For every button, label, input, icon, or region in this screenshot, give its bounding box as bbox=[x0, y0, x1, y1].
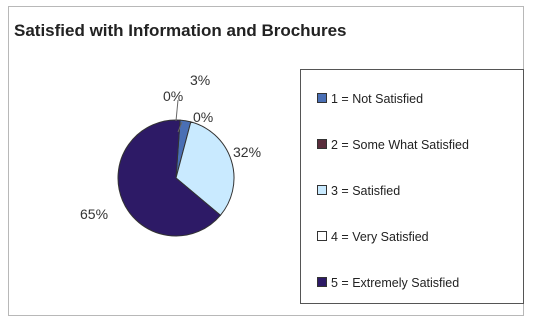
data-label-4: 0% bbox=[163, 88, 183, 104]
legend-swatch-1 bbox=[317, 93, 327, 103]
leader-line-1 bbox=[177, 121, 183, 133]
chart-title: Satisfied with Information and Brochures bbox=[14, 21, 347, 40]
data-label-2: 0% bbox=[193, 109, 213, 125]
legend-label-5: 5 = Extremely Satisfied bbox=[331, 276, 460, 290]
legend: 1 = Not Satisfied 2 = Some What Satisfie… bbox=[300, 69, 524, 304]
data-label-3: 32% bbox=[233, 144, 261, 160]
legend-swatch-4 bbox=[317, 231, 327, 241]
legend-item-5: 5 = Extremely Satisfied bbox=[317, 276, 459, 290]
data-label-5: 65% bbox=[80, 206, 108, 222]
pie-slice-5 bbox=[117, 119, 222, 237]
pie-slice-3 bbox=[175, 121, 235, 216]
legend-item-3: 3 = Satisfied bbox=[317, 184, 400, 198]
legend-item-4: 4 = Very Satisfied bbox=[317, 230, 429, 244]
leader-line-2 bbox=[175, 99, 179, 122]
legend-swatch-3 bbox=[317, 185, 327, 195]
legend-label-4: 4 = Very Satisfied bbox=[331, 230, 429, 244]
legend-label-3: 3 = Satisfied bbox=[331, 184, 401, 198]
legend-item-2: 2 = Some What Satisfied bbox=[317, 138, 469, 152]
legend-swatch-5 bbox=[317, 277, 327, 287]
legend-label-1: 1 = Not Satisfied bbox=[331, 92, 424, 106]
legend-label-2: 2 = Some What Satisfied bbox=[331, 138, 469, 152]
data-label-1: 3% bbox=[190, 72, 210, 88]
legend-item-1: 1 = Not Satisfied bbox=[317, 92, 423, 106]
legend-swatch-2 bbox=[317, 139, 327, 149]
